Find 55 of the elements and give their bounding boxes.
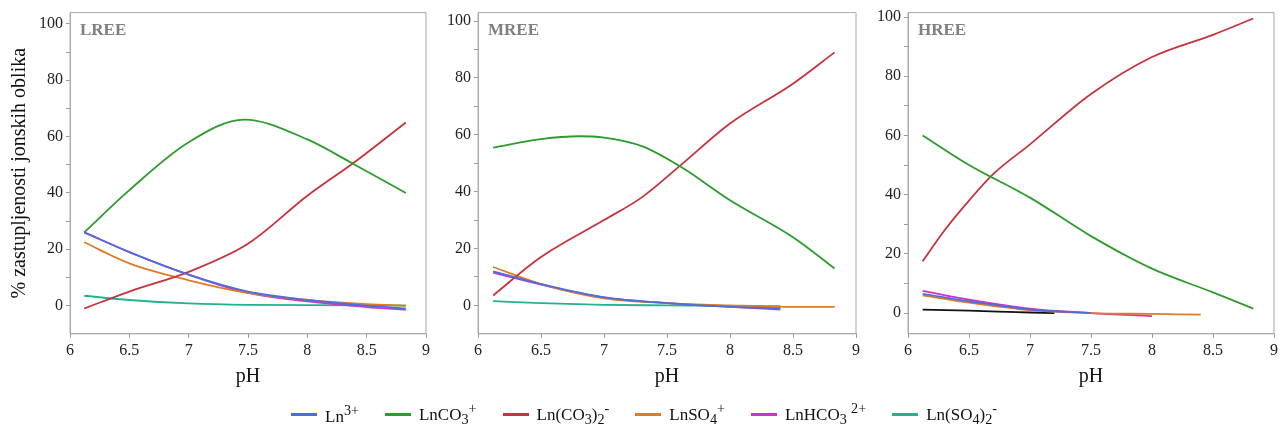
x-tick-label: 7 bbox=[600, 340, 608, 358]
y-tick-label: 100 bbox=[877, 7, 901, 25]
line-series bbox=[83, 241, 407, 307]
x-tick-label: 8 bbox=[1148, 340, 1156, 358]
y-tick-label: 40 bbox=[455, 181, 471, 199]
x-tick-label: 8 bbox=[726, 340, 734, 358]
x-tick-label: 7 bbox=[1026, 340, 1034, 358]
y-axis-title: % zastupljenosti jonskih oblika bbox=[7, 47, 31, 299]
x-tick-label: 7.5 bbox=[657, 340, 677, 358]
line-series bbox=[921, 134, 1255, 310]
x-axis-title: pH bbox=[654, 364, 680, 388]
y-tick-label: 0 bbox=[893, 303, 901, 321]
x-tick-label: 9 bbox=[422, 340, 430, 358]
x-tick-label: 9 bbox=[1270, 340, 1278, 358]
line-series bbox=[492, 51, 836, 297]
x-tick-label: 6.5 bbox=[119, 340, 140, 358]
line-series bbox=[921, 294, 1202, 316]
line-series bbox=[83, 121, 407, 310]
text: LREE bbox=[80, 20, 127, 40]
y-tick-label: 80 bbox=[885, 66, 901, 84]
y-tick-label: 60 bbox=[455, 125, 471, 143]
x-axis-title: pH bbox=[235, 364, 261, 388]
line-series bbox=[83, 118, 407, 234]
text: MREE bbox=[488, 20, 539, 40]
x-axis-title: pH bbox=[1078, 364, 1104, 388]
x-tick-label: 6 bbox=[66, 340, 74, 358]
x-tick-label: 8.5 bbox=[356, 340, 377, 358]
x-tick-label: 6 bbox=[474, 340, 482, 358]
y-tick-label: 60 bbox=[885, 125, 901, 143]
y-tick-label: 20 bbox=[47, 239, 63, 257]
y-tick-label: 80 bbox=[455, 68, 471, 86]
y-tick-label: 60 bbox=[47, 126, 63, 144]
x-tick-label: 8.5 bbox=[783, 340, 803, 358]
y-tick-label: 20 bbox=[885, 244, 901, 262]
x-tick-label: 6.5 bbox=[531, 340, 551, 358]
line-series bbox=[921, 292, 1092, 314]
y-tick-label: 80 bbox=[47, 70, 63, 88]
x-tick-label: 8 bbox=[303, 340, 312, 358]
legend-label: Ln$^{3+}$ bbox=[325, 401, 359, 427]
x-tick-label: 6.5 bbox=[959, 340, 979, 358]
x-tick-label: 9 bbox=[852, 340, 860, 358]
line-series bbox=[492, 135, 836, 270]
x-tick-label: 7 bbox=[184, 340, 193, 358]
text: HREE bbox=[918, 20, 967, 40]
x-tick-label: 8.5 bbox=[1203, 340, 1223, 358]
x-tick-label: 6 bbox=[904, 340, 912, 358]
y-tick-label: 100 bbox=[447, 11, 471, 29]
y-tick-label: 40 bbox=[47, 183, 63, 201]
y-tick-label: 100 bbox=[39, 14, 63, 32]
x-tick-label: 7.5 bbox=[238, 340, 258, 358]
y-tick-label: 0 bbox=[463, 295, 471, 313]
y-tick-label: 40 bbox=[885, 184, 901, 202]
y-tick-label: 20 bbox=[455, 238, 471, 256]
y-tick-label: 0 bbox=[55, 295, 63, 313]
x-tick-label: 7.5 bbox=[1081, 340, 1101, 358]
